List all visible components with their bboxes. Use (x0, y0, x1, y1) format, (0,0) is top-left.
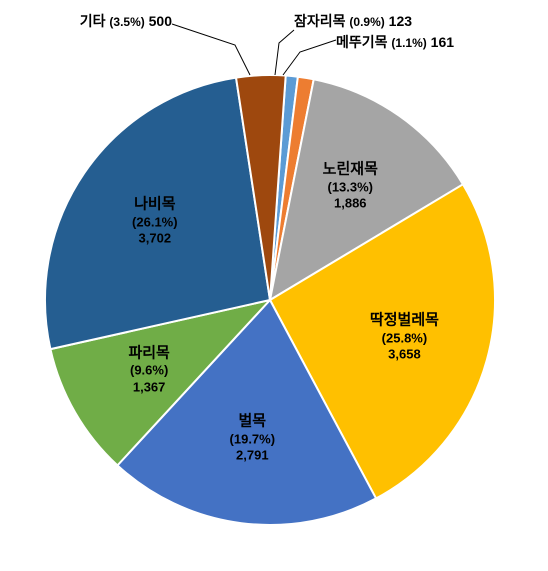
label-value: 1,886 (323, 195, 378, 211)
label-value: 161 (431, 34, 454, 50)
label-percent: (26.1%) (132, 214, 178, 230)
label-percent: (13.3%) (323, 179, 378, 195)
label-norinjae: 노린재목(13.3%)1,886 (323, 160, 378, 211)
label-name: 딱정벌레목 (370, 312, 439, 331)
label-percent: (3.5%) (109, 15, 144, 29)
label-name: 기타 (80, 13, 106, 29)
label-name: 파리목 (128, 344, 169, 363)
label-percent: (9.6%) (128, 363, 169, 379)
label-value: 2,791 (230, 448, 276, 464)
label-value: 3,658 (370, 347, 439, 363)
label-ttakjeong: 딱정벌레목(25.8%)3,658 (370, 312, 439, 363)
label-jamjari: 잠자리목 (0.9%) 123 (294, 13, 412, 30)
label-percent: (1.1%) (391, 36, 426, 50)
callout-line-mettugi (283, 40, 336, 75)
label-pari: 파리목(9.6%)1,367 (128, 344, 169, 395)
label-name: 잠자리목 (294, 13, 346, 29)
callout-line-gita (172, 24, 250, 75)
label-name: 나비목 (132, 196, 178, 215)
label-value: 123 (389, 13, 412, 29)
label-value: 3,702 (132, 231, 178, 247)
label-mettugi: 메뚜기목 (1.1%) 161 (336, 34, 454, 51)
label-percent: (25.8%) (370, 330, 439, 346)
label-name: 벌목 (230, 413, 276, 432)
label-gita: 기타 (3.5%) 500 (80, 13, 172, 30)
label-value: 500 (149, 13, 172, 29)
label-percent: (19.7%) (230, 431, 276, 447)
label-name: 노린재목 (323, 160, 378, 179)
label-value: 1,367 (128, 379, 169, 395)
callout-line-jamjari (275, 30, 294, 75)
pie-chart: 잠자리목 (0.9%) 123메뚜기목 (1.1%) 161노린재목(13.3%… (0, 0, 548, 571)
pie-svg (0, 0, 548, 571)
label-percent: (0.9%) (349, 15, 384, 29)
label-name: 메뚜기목 (336, 34, 388, 50)
label-beol: 벌목(19.7%)2,791 (230, 413, 276, 464)
label-nabi: 나비목(26.1%)3,702 (132, 196, 178, 247)
